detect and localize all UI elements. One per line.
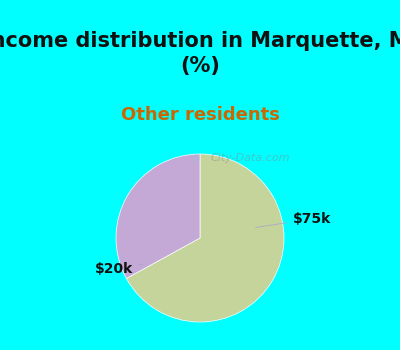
- Text: City-Data.com: City-Data.com: [210, 153, 290, 163]
- Wedge shape: [126, 154, 284, 322]
- Text: ●: ●: [192, 153, 200, 163]
- Text: Other residents: Other residents: [120, 106, 280, 124]
- Wedge shape: [116, 154, 200, 279]
- Text: $20k: $20k: [95, 262, 144, 276]
- Text: $75k: $75k: [256, 212, 331, 228]
- Text: Income distribution in Marquette, MI
(%): Income distribution in Marquette, MI (%): [0, 31, 400, 76]
